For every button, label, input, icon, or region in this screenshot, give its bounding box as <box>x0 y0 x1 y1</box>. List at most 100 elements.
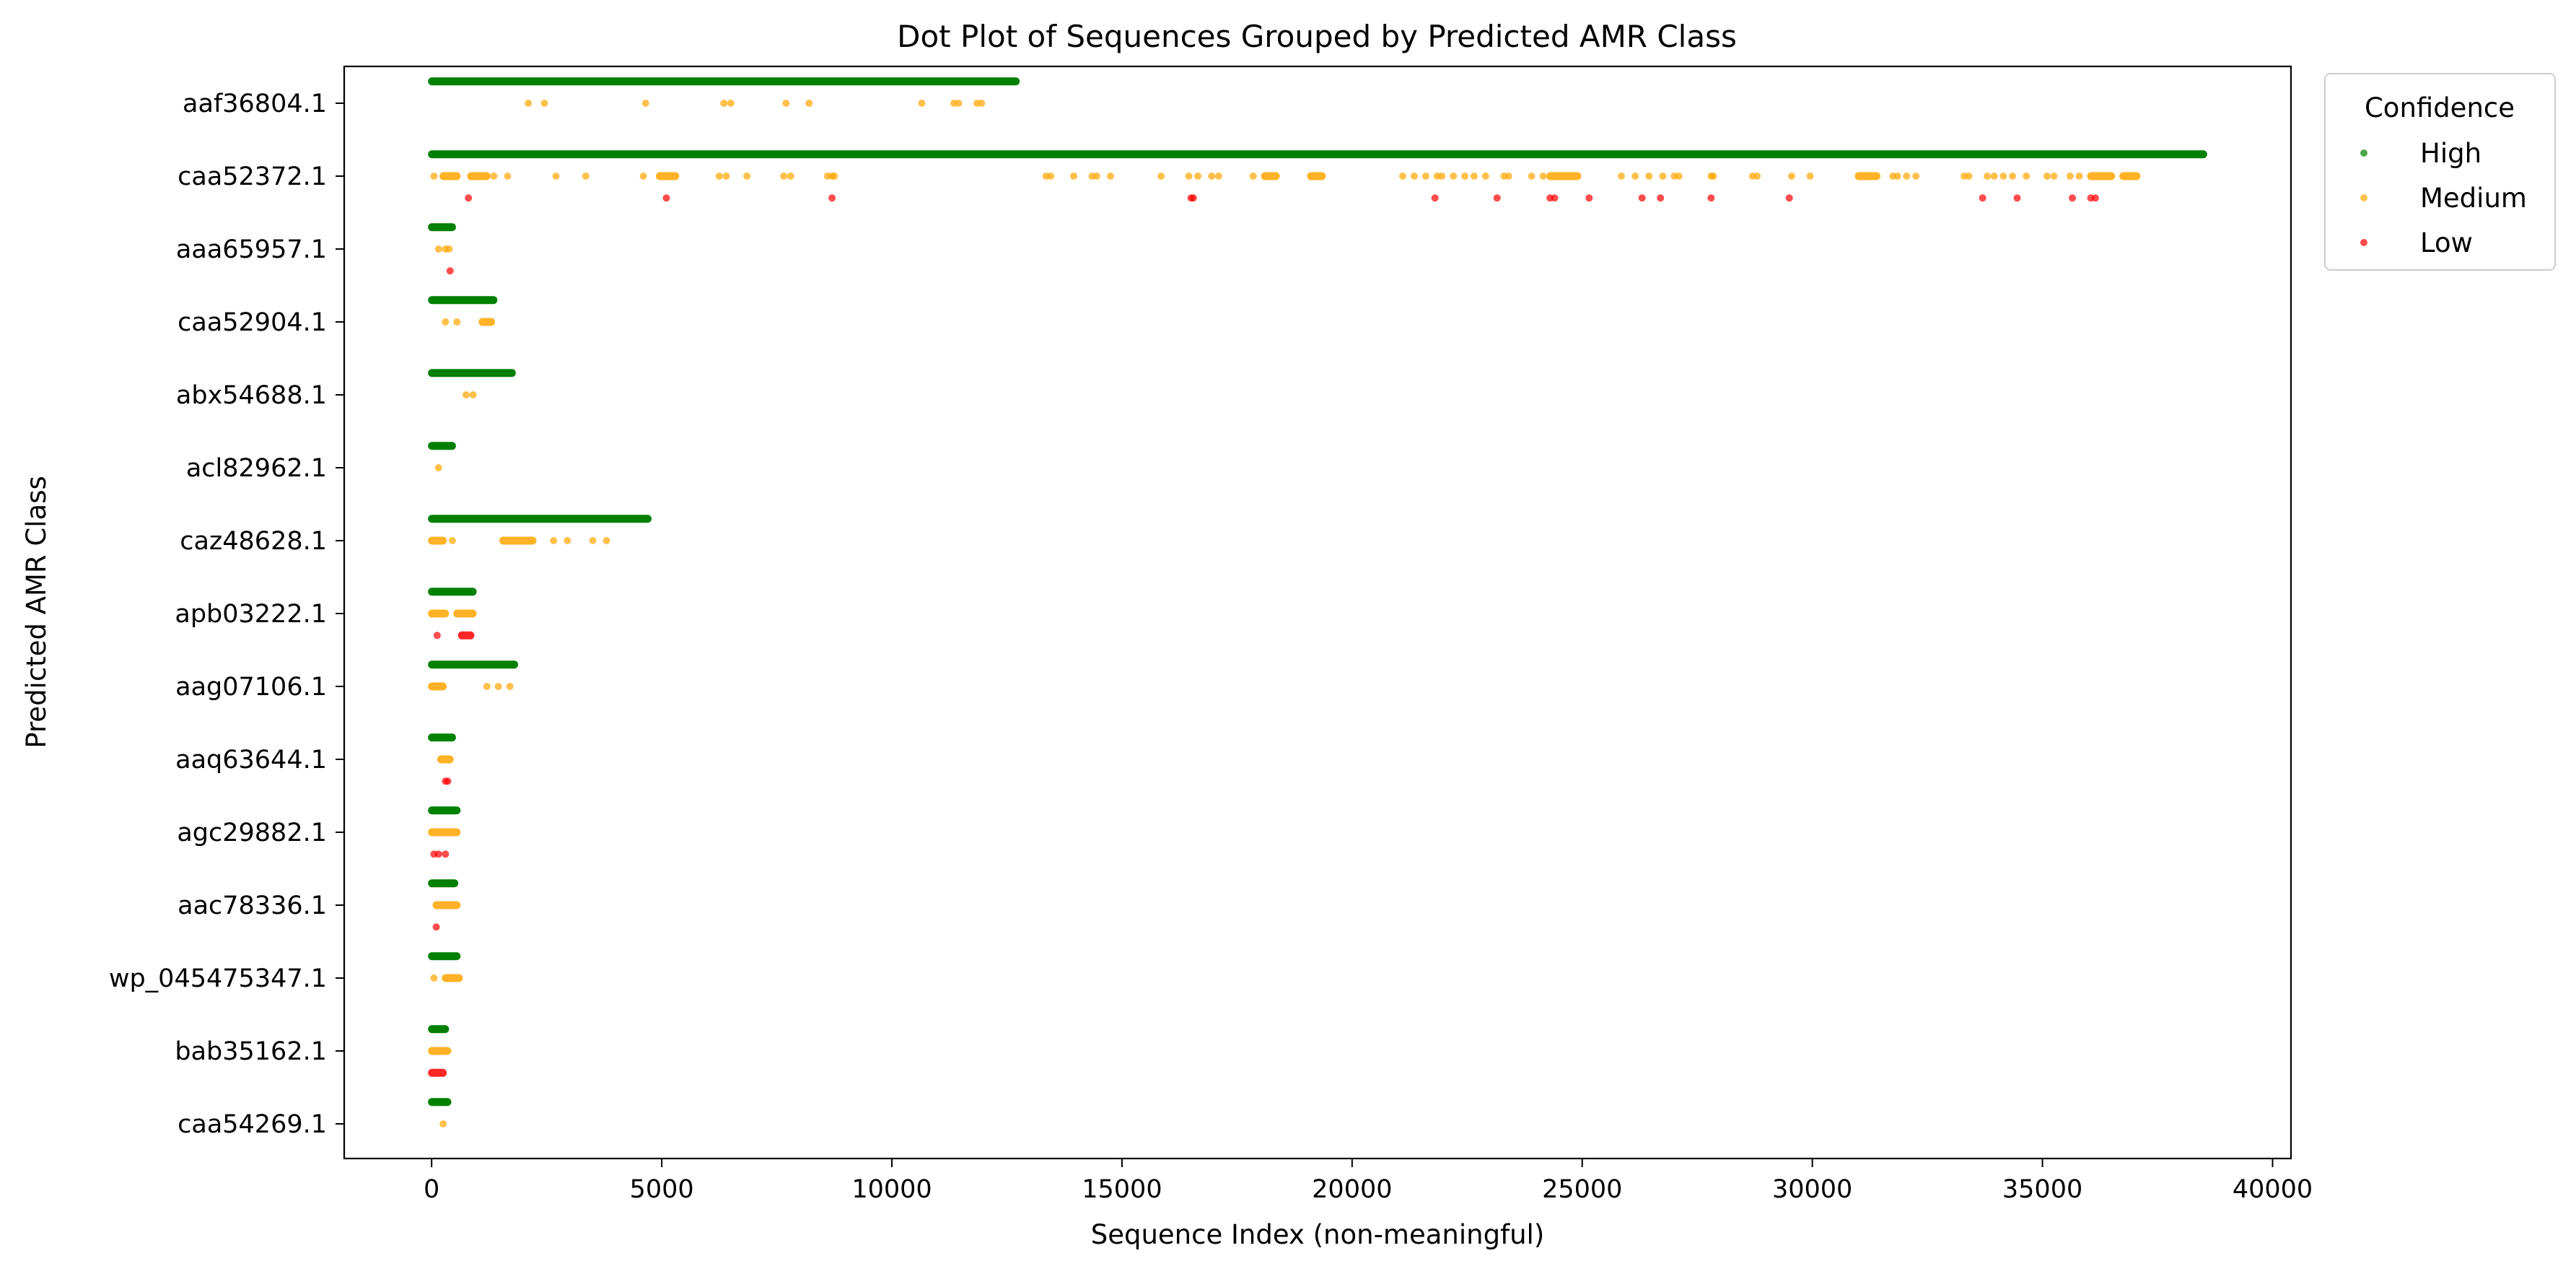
y-tick-label: aaf36804.1 <box>183 90 327 118</box>
dot-medium <box>2043 173 2051 180</box>
dot-low <box>662 194 670 202</box>
dot-cluster-medium <box>428 1047 452 1055</box>
dot-low <box>1431 194 1439 202</box>
dot-cluster-medium <box>2087 172 2116 180</box>
legend-label-high: High <box>2420 138 2481 169</box>
dot-low <box>1493 194 1501 202</box>
dot-medium <box>1185 173 1193 180</box>
dot-low <box>2091 194 2099 202</box>
dot-cluster-high <box>428 442 456 450</box>
dot-medium <box>641 100 649 107</box>
dot-medium <box>1208 173 1216 180</box>
dot-cluster-medium <box>467 172 491 180</box>
dot-cluster-medium <box>453 609 477 618</box>
dot-low <box>2013 194 2021 202</box>
dot-low <box>1707 194 1715 202</box>
dot-medium <box>918 100 926 107</box>
y-axis-label: Predicted AMR Class <box>21 476 52 749</box>
dot-medium <box>564 537 571 544</box>
dot-medium <box>1631 173 1639 180</box>
y-tick-label: caa52372.1 <box>178 162 327 191</box>
dot-cluster-medium <box>478 318 496 326</box>
dot-medium <box>639 173 647 180</box>
dot-low <box>432 923 440 931</box>
x-axis-ticks: 0 5000 10000 15000 20000 25000 30000 35000 40000 <box>424 1159 2313 1204</box>
legend-label-medium: Medium <box>2420 183 2527 214</box>
y-tick-label: aac78336.1 <box>178 891 327 920</box>
dot-medium <box>1398 173 1406 180</box>
dot-cluster-medium <box>442 974 463 982</box>
x-tick-label: 10000 <box>851 1175 932 1204</box>
dot-medium <box>1990 173 1998 180</box>
dot-cluster-medium <box>2119 172 2141 180</box>
dot-cluster-high <box>428 369 516 378</box>
dot-medium <box>1214 173 1222 180</box>
dot-cluster-low <box>428 1068 447 1077</box>
dot-medium <box>550 537 558 544</box>
dot-medium <box>720 100 728 107</box>
dot-medium <box>1806 173 1814 180</box>
dot-cluster-high <box>428 515 652 523</box>
series-medium <box>428 100 2141 1127</box>
y-tick-label: aaq63644.1 <box>175 746 327 775</box>
dot-medium <box>1106 173 1114 180</box>
dot-medium <box>1893 173 1901 180</box>
x-tick-label: 20000 <box>1312 1175 1392 1204</box>
dot-medium <box>552 173 560 180</box>
dot-cluster-medium <box>428 536 447 545</box>
legend-marker-medium <box>2360 194 2367 201</box>
dot-cluster-medium <box>428 609 450 618</box>
dot-medium <box>955 100 963 107</box>
dot-medium <box>1249 173 1257 180</box>
dot-medium <box>483 683 491 690</box>
dot-medium <box>780 173 788 180</box>
x-tick-label: 15000 <box>1082 1175 1162 1204</box>
dot-medium <box>1753 173 1761 180</box>
dot-medium <box>782 100 790 107</box>
dot-medium <box>727 100 735 107</box>
dot-cluster-medium <box>1261 172 1280 180</box>
dot-medium <box>1787 173 1795 180</box>
y-tick-label: abx54688.1 <box>176 381 327 410</box>
dot-medium <box>494 683 502 690</box>
dot-cluster-medium <box>428 828 461 837</box>
dot-medium <box>1069 173 1077 180</box>
dot-low <box>828 194 836 202</box>
dot-cluster-low <box>457 631 475 640</box>
dot-medium <box>715 173 723 180</box>
dot-cluster-high <box>428 806 461 815</box>
dot-medium <box>1504 173 1512 180</box>
legend-frame <box>2324 73 2556 271</box>
dot-low <box>1638 194 1646 202</box>
dot-medium <box>1999 173 2007 180</box>
dot-medium <box>978 100 986 107</box>
dot-medium <box>1410 173 1418 180</box>
dot-cluster-medium <box>1546 172 1582 180</box>
dot-low <box>1657 194 1665 202</box>
dot-medium <box>805 100 813 107</box>
dot-cluster-high <box>428 1098 452 1107</box>
dot-medium <box>1912 173 1920 180</box>
dot-medium <box>722 173 730 180</box>
y-tick-label: caz48628.1 <box>180 527 327 556</box>
x-tick-label: 0 <box>424 1175 439 1204</box>
dot-low <box>1585 194 1593 202</box>
dot-medium <box>430 974 438 982</box>
dot-medium <box>540 100 548 107</box>
y-tick-label: wp_045475347.1 <box>109 964 327 993</box>
dot-medium <box>504 173 512 180</box>
dot-cluster-high <box>428 588 477 596</box>
dot-medium <box>1461 173 1469 180</box>
dot-cluster-high <box>428 660 518 669</box>
dot-medium <box>525 100 533 107</box>
y-tick-label: aaa65957.1 <box>176 235 327 264</box>
dot-medium <box>1481 173 1489 180</box>
dot-cluster-medium <box>439 172 461 180</box>
dot-cluster-high <box>428 733 456 742</box>
dot-low <box>1189 194 1197 202</box>
dot-low <box>1785 194 1793 202</box>
y-tick-label: acl82962.1 <box>186 454 327 483</box>
dot-cluster-high <box>428 1025 450 1034</box>
dot-medium <box>469 391 477 398</box>
